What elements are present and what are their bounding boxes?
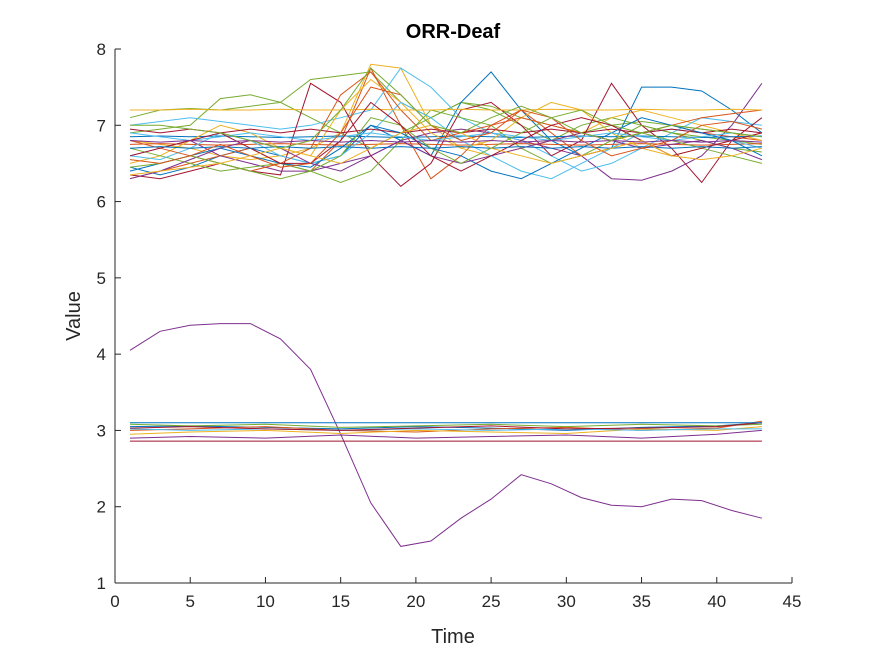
y-tick-label: 1 (97, 574, 106, 593)
series-line-27 (129, 132, 763, 180)
y-tick-label: 7 (97, 116, 106, 135)
y-tick-label: 5 (97, 269, 106, 288)
series-line-9 (129, 422, 762, 431)
y-tick-label: 2 (97, 498, 106, 517)
plot-series-group (129, 63, 763, 547)
series-line-1 (129, 323, 763, 547)
y-axis-label: Value (63, 291, 85, 341)
series-line-36 (130, 67, 762, 149)
chart-title: ORR-Deaf (406, 21, 501, 43)
y-tick-label: 4 (97, 345, 106, 364)
series-line-21 (129, 78, 763, 164)
x-tick-label: 0 (110, 592, 119, 611)
x-tick-label: 45 (783, 592, 802, 611)
series-line-6 (129, 428, 762, 431)
series-line-17 (129, 67, 762, 172)
series-line-8 (129, 429, 762, 439)
x-tick-label: 15 (331, 592, 350, 611)
series-line-25 (129, 117, 763, 180)
y-tick-group: 1 2 3 4 5 6 7 8 (97, 40, 121, 593)
y-tick-label: 6 (97, 193, 106, 212)
x-tick-label: 20 (406, 592, 425, 611)
series-line-24 (129, 128, 762, 134)
x-tick-label: 30 (557, 592, 576, 611)
y-tick-label: 8 (97, 40, 106, 59)
series-line-29 (129, 109, 763, 180)
series-line-28 (130, 108, 762, 111)
series-line-30 (129, 132, 762, 142)
x-tick-label: 5 (185, 592, 194, 611)
series-line-32 (129, 146, 762, 149)
x-tick-group: 0 5 10 15 20 25 30 35 40 45 (110, 577, 801, 611)
series-line-35 (129, 139, 762, 143)
x-tick-label: 25 (482, 592, 501, 611)
x-tick-label: 35 (632, 592, 651, 611)
axes-group (114, 49, 792, 584)
x-axis-label: Time (431, 626, 475, 648)
y-tick-label: 3 (97, 421, 106, 440)
series-line-33 (129, 86, 763, 168)
x-tick-label: 40 (707, 592, 726, 611)
x-tick-label: 10 (256, 592, 275, 611)
series-line-5 (129, 423, 762, 428)
